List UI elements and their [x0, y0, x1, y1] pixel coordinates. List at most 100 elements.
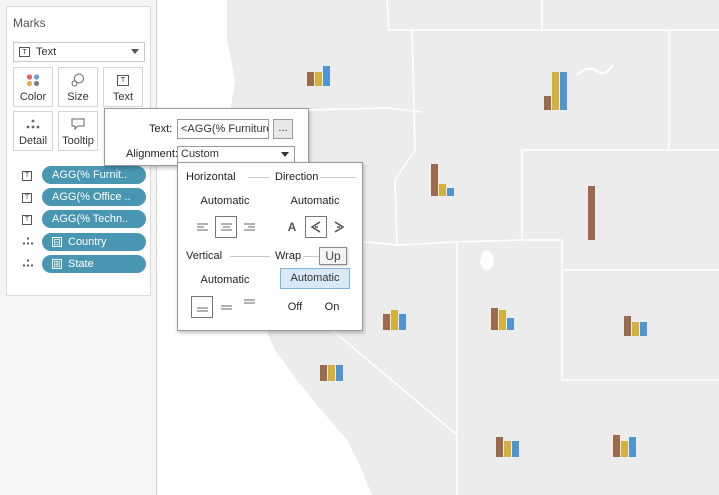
align-middle-icon[interactable] — [215, 296, 237, 318]
text-field[interactable]: <AGG(% Furniture — [177, 119, 269, 139]
vertical-label: Vertical — [186, 250, 223, 262]
text-popup: Text: <AGG(% Furniture ... Alignment: Cu… — [104, 108, 309, 166]
bar-mark[interactable] — [447, 188, 454, 196]
align-left-icon[interactable] — [191, 216, 213, 238]
bar-mark[interactable] — [391, 310, 398, 330]
bar-mark[interactable] — [328, 365, 335, 381]
map-canvas — [227, 0, 719, 495]
bar-mark[interactable] — [507, 318, 514, 330]
bar-mark[interactable] — [323, 66, 330, 86]
direction-value: Automatic — [290, 195, 340, 207]
bar-mark[interactable] — [640, 322, 647, 336]
pill-row-office[interactable]: T AGG(% Office .. — [22, 188, 146, 206]
detail-button[interactable]: Detail — [13, 111, 53, 151]
vertical-value: Automatic — [200, 274, 250, 286]
detail-button-label: Detail — [18, 135, 48, 147]
text-label: Text: — [149, 123, 173, 135]
expand-icon[interactable]: ⊞ — [52, 258, 62, 269]
bar-mark[interactable] — [336, 365, 343, 381]
tooltip-button[interactable]: Tooltip — [58, 111, 98, 151]
pill-label: Country — [68, 236, 107, 248]
color-button[interactable]: Color — [13, 67, 53, 107]
divider — [230, 256, 270, 257]
wrap-on-option[interactable]: On — [324, 301, 340, 313]
horizontal-value: Automatic — [200, 195, 250, 207]
tooltip: Up — [319, 247, 347, 265]
wrap-label: Wrap — [275, 250, 302, 262]
align-center-icon[interactable] — [215, 216, 237, 238]
align-bottom-icon[interactable] — [191, 296, 213, 318]
align-top-icon[interactable] — [238, 291, 260, 313]
chevron-down-icon — [281, 152, 289, 157]
wrap-off-option[interactable]: Off — [287, 301, 303, 313]
pill-label: AGG(% Techn.. — [52, 213, 129, 225]
detail-icon — [22, 258, 38, 271]
mark-type-label: Text — [36, 46, 57, 58]
pill-technology[interactable]: AGG(% Techn.. — [42, 210, 146, 228]
bar-mark[interactable] — [588, 186, 595, 240]
land-region — [227, 0, 719, 495]
pill-row-technology[interactable]: T AGG(% Techn.. — [22, 210, 146, 228]
pill-row-country[interactable]: ⊟ Country — [22, 233, 146, 251]
size-icon — [59, 68, 97, 92]
bar-mark[interactable] — [629, 437, 636, 457]
chevron-down-icon — [131, 49, 139, 54]
mark-type-dropdown[interactable]: T Text — [13, 42, 145, 62]
pill-row-furniture[interactable]: T AGG(% Furnit.. — [22, 166, 146, 184]
pill-row-state[interactable]: ⊞ State — [22, 255, 146, 273]
bar-mark[interactable] — [491, 308, 498, 330]
edit-text-button[interactable]: ... — [273, 119, 293, 139]
left-pane: Marks T Text Color — [0, 0, 157, 495]
direction-normal-icon[interactable]: A — [287, 220, 297, 234]
align-right-icon[interactable] — [238, 216, 260, 238]
horizontal-label: Horizontal — [186, 171, 236, 183]
alignment-value: Custom — [181, 148, 219, 160]
direction-down-icon[interactable] — [328, 216, 350, 238]
direction-up-icon[interactable] — [305, 216, 327, 238]
bar-mark[interactable] — [624, 316, 631, 336]
bar-mark[interactable] — [315, 72, 322, 86]
bar-mark[interactable] — [632, 322, 639, 336]
color-button-label: Color — [19, 91, 47, 103]
bar-mark[interactable] — [499, 310, 506, 330]
direction-label: Direction — [275, 171, 319, 183]
bar-mark[interactable] — [307, 72, 314, 86]
pill-office[interactable]: AGG(% Office .. — [42, 188, 146, 206]
size-button-label: Size — [67, 91, 89, 103]
pill-furniture[interactable]: AGG(% Furnit.. — [42, 166, 146, 184]
wrap-automatic-option[interactable]: Automatic — [280, 268, 350, 289]
bar-mark[interactable] — [320, 365, 327, 381]
river — [576, 64, 614, 76]
bar-mark[interactable] — [383, 314, 390, 330]
text-button-label: Text — [112, 91, 134, 103]
text-icon: T — [22, 213, 38, 225]
bar-mark[interactable] — [560, 72, 567, 110]
bar-marks — [307, 66, 647, 457]
bar-mark[interactable] — [496, 437, 503, 457]
bar-mark[interactable] — [613, 435, 620, 457]
pill-state[interactable]: ⊞ State — [42, 255, 146, 273]
text-icon: T — [104, 68, 142, 92]
size-button[interactable]: Size — [58, 67, 98, 107]
bar-mark[interactable] — [621, 441, 628, 457]
text-button[interactable]: T Text — [103, 67, 143, 107]
color-icon — [14, 68, 52, 92]
bar-mark[interactable] — [544, 96, 551, 110]
text-mark-icon: T — [19, 47, 30, 57]
bar-mark[interactable] — [431, 164, 438, 196]
bar-mark[interactable] — [439, 184, 446, 196]
divider — [248, 177, 270, 178]
detail-icon — [14, 112, 52, 136]
alignment-dropdown[interactable]: Custom — [177, 146, 295, 163]
bar-mark[interactable] — [552, 72, 559, 110]
alignment-panel: Horizontal Direction Automatic Automatic… — [177, 162, 363, 331]
collapse-icon[interactable]: ⊟ — [52, 236, 62, 247]
bar-mark[interactable] — [399, 314, 406, 330]
text-icon: T — [22, 169, 38, 181]
bar-mark[interactable] — [512, 441, 519, 457]
pill-label: AGG(% Office .. — [52, 191, 131, 203]
speech-bubble-icon — [59, 112, 97, 136]
bar-mark[interactable] — [504, 441, 511, 457]
pill-label: AGG(% Furnit.. — [52, 169, 128, 181]
pill-country[interactable]: ⊟ Country — [42, 233, 146, 251]
